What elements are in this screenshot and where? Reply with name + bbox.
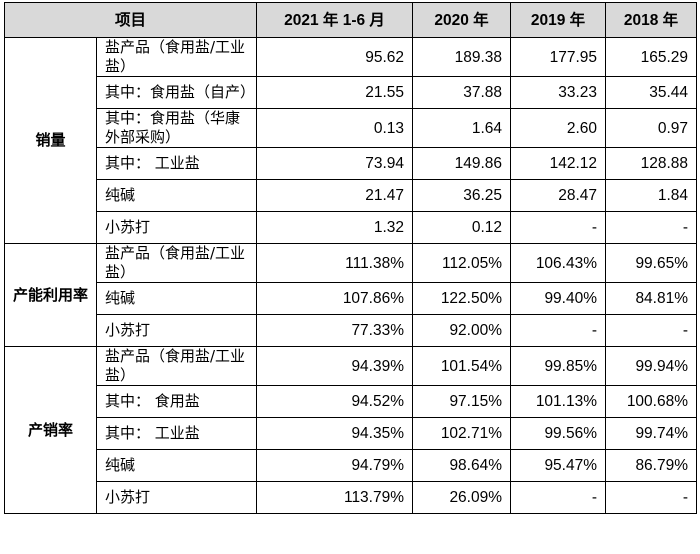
- cell-value: 21.55: [256, 76, 414, 109]
- cell-value: -: [605, 314, 698, 347]
- group-label: 销量: [4, 37, 97, 244]
- cell-value: 99.74%: [605, 417, 698, 450]
- row-label: 盐产品（食用盐/工业盐）: [95, 37, 258, 77]
- table-row: 纯碱 21.47 36.25 28.47 1.84: [5, 179, 698, 212]
- cell-value: -: [510, 314, 607, 347]
- cell-value: 92.00%: [412, 314, 512, 347]
- cell-value: 177.95: [510, 37, 607, 77]
- table-row: 产销率 盐产品（食用盐/工业盐） 94.39% 101.54% 99.85% 9…: [4, 346, 698, 514]
- row-label: 小苏打: [95, 314, 258, 347]
- cell-value: 2.60: [510, 108, 607, 148]
- header-year: 2018 年: [605, 2, 698, 38]
- cell-value: 73.94: [256, 147, 414, 180]
- cell-value: 149.86: [412, 147, 512, 180]
- header-year: 2019 年: [510, 2, 607, 38]
- cell-value: 128.88: [605, 147, 698, 180]
- cell-value: 1.32: [256, 211, 414, 244]
- row-label: 其中： 工业盐: [95, 417, 258, 450]
- cell-value: 84.81%: [605, 282, 698, 315]
- cell-value: 86.79%: [605, 449, 698, 482]
- cell-value: 1.64: [412, 108, 512, 148]
- cell-value: 1.84: [605, 179, 698, 212]
- cell-value: 98.64%: [412, 449, 512, 482]
- data-table: 项目 2021 年 1-6 月 2020 年 2019 年 2018 年 销量 …: [3, 2, 698, 514]
- row-label: 其中：食用盐（自产）: [95, 76, 258, 109]
- header-year: 2020 年: [412, 2, 512, 38]
- cell-value: 95.62: [256, 37, 414, 77]
- cell-value: 165.29: [605, 37, 698, 77]
- row-label: 纯碱: [95, 282, 258, 315]
- cell-value: -: [510, 481, 607, 514]
- cell-value: 28.47: [510, 179, 607, 212]
- group-label: 产销率: [4, 346, 97, 514]
- cell-value: 113.79%: [256, 481, 414, 514]
- table-row: 小苏打 1.32 0.12 - -: [5, 211, 698, 244]
- table-row: 其中：食用盐（自产） 21.55 37.88 33.23 35.44: [5, 76, 698, 109]
- cell-value: 36.25: [412, 179, 512, 212]
- cell-value: 33.23: [510, 76, 607, 109]
- header-item: 项目: [3, 2, 258, 38]
- header-row: 项目 2021 年 1-6 月 2020 年 2019 年 2018 年: [3, 2, 698, 38]
- row-label: 其中：食用盐（华康外部采购）: [95, 108, 258, 148]
- row-label: 盐产品（食用盐/工业盐）: [95, 243, 258, 283]
- cell-value: 94.79%: [256, 449, 414, 482]
- cell-value: 189.38: [412, 37, 512, 77]
- cell-value: -: [605, 481, 698, 514]
- cell-value: 99.94%: [605, 346, 698, 386]
- row-label: 纯碱: [95, 179, 258, 212]
- cell-value: 101.54%: [412, 346, 512, 386]
- table-row: 其中： 食用盐 94.52% 97.15% 101.13% 100.68%: [5, 385, 698, 418]
- cell-value: 94.39%: [256, 346, 414, 386]
- cell-value: 101.13%: [510, 385, 607, 418]
- cell-value: 0.97: [605, 108, 698, 148]
- table-row: 小苏打 77.33% 92.00% - -: [5, 314, 698, 347]
- cell-value: 107.86%: [256, 282, 414, 315]
- cell-value: 0.13: [256, 108, 414, 148]
- row-label: 小苏打: [95, 211, 258, 244]
- group-label: 产能利用率: [4, 243, 97, 347]
- row-label: 纯碱: [95, 449, 258, 482]
- cell-value: 122.50%: [412, 282, 512, 315]
- cell-value: 35.44: [605, 76, 698, 109]
- cell-value: 97.15%: [412, 385, 512, 418]
- cell-value: 99.40%: [510, 282, 607, 315]
- cell-value: -: [510, 211, 607, 244]
- table-row: 其中： 工业盐 73.94 149.86 142.12 128.88: [5, 147, 698, 180]
- cell-value: 95.47%: [510, 449, 607, 482]
- table-row: 产能利用率 盐产品（食用盐/工业盐） 111.38% 112.05% 106.4…: [4, 243, 698, 347]
- table-row: 纯碱 94.79% 98.64% 95.47% 86.79%: [5, 449, 698, 482]
- table-row: 销量 盐产品（食用盐/工业盐） 95.62 189.38 177.95 165.…: [4, 37, 698, 244]
- cell-value: 111.38%: [256, 243, 414, 283]
- cell-value: 100.68%: [605, 385, 698, 418]
- cell-value: 99.85%: [510, 346, 607, 386]
- cell-value: 142.12: [510, 147, 607, 180]
- table-row: 其中： 工业盐 94.35% 102.71% 99.56% 99.74%: [5, 417, 698, 450]
- table-row: 其中：食用盐（华康外部采购） 0.13 1.64 2.60 0.97: [5, 108, 698, 148]
- cell-value: 77.33%: [256, 314, 414, 347]
- cell-value: 94.35%: [256, 417, 414, 450]
- header-year: 2021 年 1-6 月: [256, 2, 414, 38]
- cell-value: 21.47: [256, 179, 414, 212]
- cell-value: 37.88: [412, 76, 512, 109]
- cell-value: 106.43%: [510, 243, 607, 283]
- row-label: 其中： 食用盐: [95, 385, 258, 418]
- cell-value: 112.05%: [412, 243, 512, 283]
- cell-value: 99.56%: [510, 417, 607, 450]
- cell-value: 94.52%: [256, 385, 414, 418]
- table-row: 纯碱 107.86% 122.50% 99.40% 84.81%: [5, 282, 698, 315]
- cell-value: -: [605, 211, 698, 244]
- cell-value: 26.09%: [412, 481, 512, 514]
- table-row: 小苏打 113.79% 26.09% - -: [5, 481, 698, 514]
- cell-value: 99.65%: [605, 243, 698, 283]
- row-label: 盐产品（食用盐/工业盐）: [95, 346, 258, 386]
- row-label: 其中： 工业盐: [95, 147, 258, 180]
- cell-value: 102.71%: [412, 417, 512, 450]
- row-label: 小苏打: [95, 481, 258, 514]
- cell-value: 0.12: [412, 211, 512, 244]
